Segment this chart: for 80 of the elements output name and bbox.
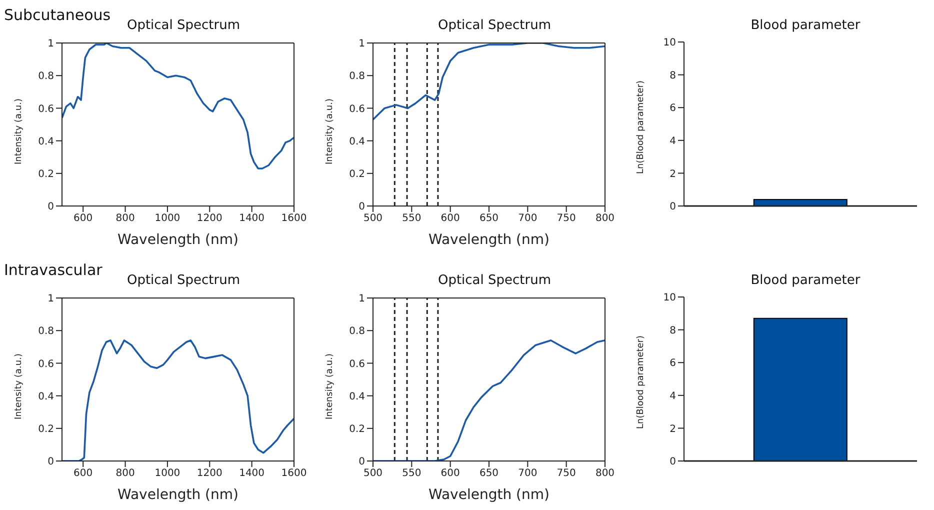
- chart-title: Optical Spectrum: [126, 273, 240, 288]
- y-tick-label: 4: [670, 136, 676, 147]
- y-axis-title: Intensity (a.u.): [325, 98, 336, 164]
- x-tick-label: 1000: [154, 468, 180, 480]
- x-tick-label: 700: [518, 468, 538, 480]
- x-tick-label: 1600: [281, 213, 307, 224]
- y-tick-label: 0.6: [349, 358, 365, 370]
- y-tick-label: 1: [358, 294, 365, 305]
- x-tick-label: 1200: [196, 468, 222, 480]
- chart-title: Optical Spectrum: [126, 18, 240, 33]
- y-tick-label: 0.6: [38, 104, 54, 115]
- y-tick-label: 0: [670, 456, 676, 468]
- x-tick-label: 700: [518, 213, 538, 224]
- x-axis-title: Wavelength (nm): [118, 487, 238, 503]
- chart-title: Blood parameter: [750, 18, 862, 33]
- y-tick-label: 0: [358, 202, 365, 213]
- y-tick-label: 0: [670, 202, 676, 213]
- y-tick-label: 0.2: [349, 168, 365, 180]
- y-tick-label: 8: [670, 325, 676, 336]
- y-tick-label: 8: [670, 70, 676, 82]
- x-tick-label: 1400: [239, 213, 265, 224]
- y-tick-label: 0.4: [349, 136, 365, 148]
- x-tick-label: 1200: [196, 213, 222, 224]
- x-tick-label: 600: [74, 213, 93, 224]
- x-tick-label: 800: [116, 468, 135, 480]
- y-tick-label: 6: [670, 103, 676, 114]
- y-tick-label: 2: [670, 424, 676, 435]
- x-tick-label: 750: [556, 468, 576, 480]
- x-axis-title: Wavelength (nm): [428, 487, 550, 503]
- x-tick-label: 550: [402, 213, 422, 224]
- y-tick-label: 0: [48, 456, 54, 468]
- x-tick-label: 800: [116, 213, 135, 224]
- y-axis-title: Ln(Blood parameter): [636, 335, 646, 429]
- text: Intravascular: [4, 261, 102, 279]
- y-tick-label: 0.4: [349, 391, 365, 402]
- x-tick-label: 600: [440, 468, 460, 480]
- y-tick-label: 0.2: [349, 424, 365, 435]
- x-tick-label: 1000: [154, 213, 180, 224]
- y-tick-label: 0.6: [349, 104, 365, 115]
- y-tick-label: 0.8: [349, 326, 365, 338]
- y-axis-title: Ln(Blood parameter): [636, 80, 646, 174]
- x-tick-label: 750: [556, 213, 576, 224]
- y-tick-label: 0: [48, 202, 54, 213]
- y-tick-label: 0.8: [349, 71, 365, 82]
- y-tick-label: 1: [48, 38, 54, 50]
- y-tick-label: 0.2: [38, 168, 54, 180]
- chart-title: Optical Spectrum: [436, 273, 552, 288]
- x-tick-label: 600: [440, 213, 460, 224]
- y-tick-label: 0.8: [38, 326, 54, 338]
- y-tick-label: 4: [670, 390, 676, 402]
- y-tick-label: 1: [48, 294, 54, 305]
- y-tick-label: 10: [663, 38, 676, 49]
- x-tick-label: 550: [402, 468, 422, 480]
- x-tick-label: 1400: [239, 468, 265, 480]
- x-tick-label: 800: [595, 468, 615, 480]
- y-tick-label: 0.4: [38, 136, 54, 148]
- chart-title: Blood parameter: [750, 273, 862, 288]
- y-tick-label: 0.8: [38, 71, 54, 82]
- y-tick-label: 1: [358, 38, 365, 50]
- y-axis-title: Intensity (a.u.): [14, 98, 24, 164]
- x-tick-label: 1600: [281, 468, 307, 480]
- x-tick-label: 650: [479, 468, 499, 480]
- y-tick-label: 2: [670, 168, 676, 180]
- x-tick-label: 800: [595, 213, 615, 224]
- x-tick-label: 500: [363, 468, 383, 480]
- chart-title: Optical Spectrum: [436, 18, 552, 33]
- x-tick-label: 500: [363, 213, 383, 224]
- y-tick-label: 6: [670, 358, 676, 370]
- x-tick-label: 600: [74, 468, 93, 480]
- y-tick-label: 0: [358, 456, 365, 468]
- x-axis-title: Wavelength (nm): [118, 232, 238, 248]
- text: Subcutaneous: [4, 6, 111, 24]
- y-tick-label: 0.4: [38, 391, 54, 402]
- y-tick-label: 10: [663, 292, 676, 304]
- y-axis-title: Intensity (a.u.): [325, 354, 336, 420]
- y-axis-title: Intensity (a.u.): [14, 354, 24, 420]
- y-tick-label: 0.2: [38, 424, 54, 435]
- x-axis-title: Wavelength (nm): [428, 232, 550, 248]
- y-tick-label: 0.6: [38, 358, 54, 370]
- x-tick-label: 650: [479, 213, 499, 224]
